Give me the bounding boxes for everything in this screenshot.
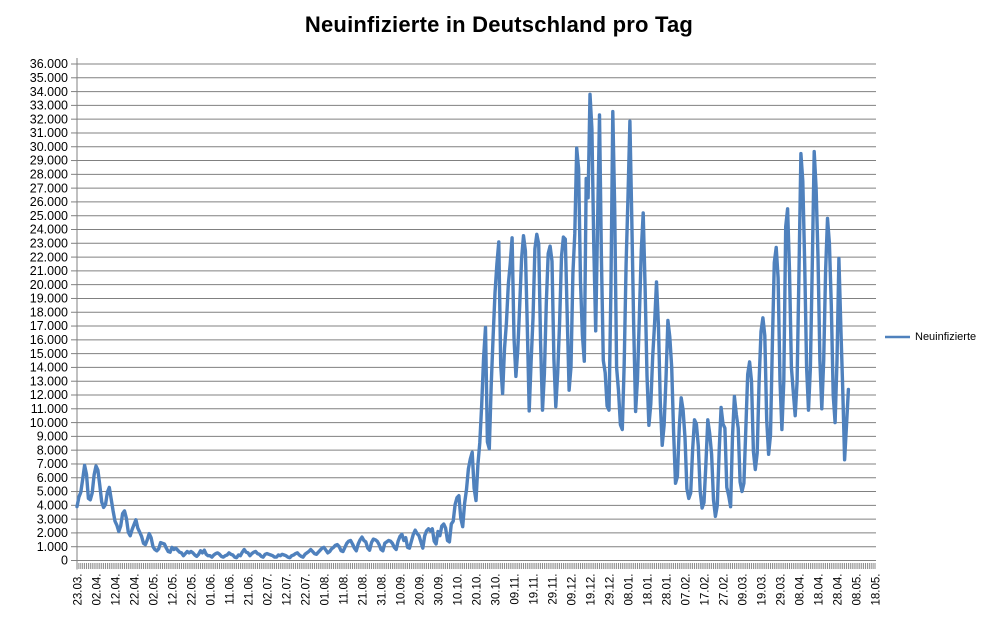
- y-tick-label: 21.000: [30, 264, 68, 278]
- x-tick-label: 01.06.: [206, 574, 218, 606]
- x-tick-label: 27.02.: [719, 574, 731, 606]
- y-tick-label: 31.000: [30, 126, 68, 140]
- x-tick-label: 02.05.: [149, 574, 161, 606]
- x-tick-label: 19.03.: [757, 574, 769, 606]
- x-tick-label: 21.08.: [358, 574, 370, 606]
- x-tick-label: 19.12.: [586, 574, 598, 606]
- y-tick-label: 19.000: [30, 292, 68, 306]
- y-tick-label: 4.000: [37, 499, 68, 513]
- x-tick-label: 02.07.: [263, 574, 275, 606]
- x-tick-label: 08.04.: [795, 574, 807, 606]
- y-tick-label: 34.000: [30, 85, 68, 99]
- y-tick-label: 13.000: [30, 374, 68, 388]
- y-tick-label: 6.000: [37, 471, 68, 485]
- chart-title: Neuinfizierte in Deutschland pro Tag: [304, 12, 694, 37]
- x-tick-label: 18.01.: [643, 574, 655, 606]
- y-tick-label: 26.000: [30, 195, 68, 209]
- x-tick-label: 18.05.: [871, 574, 883, 606]
- x-tick-label: 02.04.: [92, 574, 104, 606]
- y-tick-label: 8.000: [37, 443, 68, 457]
- y-tick-label: 32.000: [30, 112, 68, 126]
- x-tick-label: 01.08.: [320, 574, 332, 606]
- x-tick-label: 22.04.: [130, 574, 142, 606]
- x-tick-label: 23.03.: [73, 574, 85, 606]
- y-tick-label: 16.000: [30, 333, 68, 347]
- y-tick-label: 36.000: [30, 57, 68, 71]
- x-tick-label: 11.06.: [225, 574, 237, 605]
- y-tick-label: 17.000: [30, 319, 68, 333]
- x-tick-label: 09.03.: [738, 574, 750, 606]
- x-tick-label: 18.04.: [814, 574, 826, 606]
- y-tick-label: 20.000: [30, 278, 68, 292]
- y-tick-label: 12.000: [30, 388, 68, 402]
- y-tick-label: 25.000: [30, 209, 68, 223]
- x-tick-label: 17.02.: [700, 574, 712, 606]
- y-tick-label: 14.000: [30, 361, 68, 375]
- y-tick-label: 2.000: [37, 526, 68, 540]
- x-tick-label: 12.04.: [111, 574, 123, 606]
- y-tick-label: 10.000: [30, 416, 68, 430]
- y-tick-label: 15.000: [30, 347, 68, 361]
- y-tick-label: 29.000: [30, 154, 68, 168]
- y-tick-label: 3.000: [37, 512, 68, 526]
- x-tick-label: 19.11.: [529, 574, 541, 605]
- y-tick-label: 11.000: [31, 402, 68, 416]
- series-line-neuinfizierte: [75, 92, 851, 560]
- y-tick-label: 22.000: [30, 250, 68, 264]
- x-tick-label: 22.07.: [301, 574, 313, 606]
- y-tick-label: 28.000: [30, 168, 68, 182]
- x-tick-label: 12.07.: [282, 574, 294, 606]
- y-tick-label: 35.000: [30, 71, 68, 85]
- legend: Neuinfizierte: [884, 331, 976, 343]
- legend-line-swatch: [885, 335, 910, 339]
- y-tick-label: 9.000: [37, 430, 68, 444]
- y-tick-label: 30.000: [30, 140, 68, 154]
- x-tick-label: 07.02.: [681, 574, 693, 606]
- x-tick-label: 29.03.: [776, 574, 788, 606]
- y-tick-label: 5.000: [37, 485, 68, 499]
- x-tick-label: 29.11.: [548, 574, 560, 605]
- y-tick-label: 23.000: [30, 236, 68, 250]
- x-tick-label: 08.05.: [852, 574, 864, 606]
- x-tick-label: 09.12.: [567, 574, 579, 606]
- legend-label: Neuinfizierte: [915, 331, 977, 343]
- y-tick-label: 33.000: [30, 99, 68, 113]
- x-tick-label: 21.06.: [244, 574, 256, 606]
- x-tick-label: 11.08.: [339, 574, 351, 605]
- x-tick-label: 20.10.: [472, 574, 484, 606]
- x-tick-label: 09.11.: [510, 574, 522, 605]
- x-tick-label: 22.05.: [187, 574, 199, 606]
- x-tick-label: 30.10.: [491, 574, 503, 606]
- x-tick-label: 29.12.: [605, 574, 617, 606]
- x-tick-label: 10.09.: [396, 574, 408, 606]
- y-tick-label: 1.000: [37, 540, 68, 554]
- x-tick-label: 10.10.: [453, 574, 465, 606]
- x-tick-label: 08.01.: [624, 574, 636, 606]
- x-tick-label: 12.05.: [168, 574, 180, 606]
- x-tick-label: 31.08.: [377, 574, 389, 606]
- x-tick-label: 28.01.: [662, 574, 674, 606]
- x-tick-label: 28.04.: [833, 574, 845, 606]
- y-tick-label: 7.000: [37, 457, 68, 471]
- x-tick-label: 30.09.: [434, 574, 446, 606]
- y-tick-label: 0: [61, 554, 68, 568]
- y-tick-label: 27.000: [30, 181, 68, 195]
- y-tick-label: 18.000: [30, 305, 68, 319]
- x-tick-label: 20.09.: [415, 574, 427, 606]
- y-tick-label: 24.000: [30, 223, 68, 237]
